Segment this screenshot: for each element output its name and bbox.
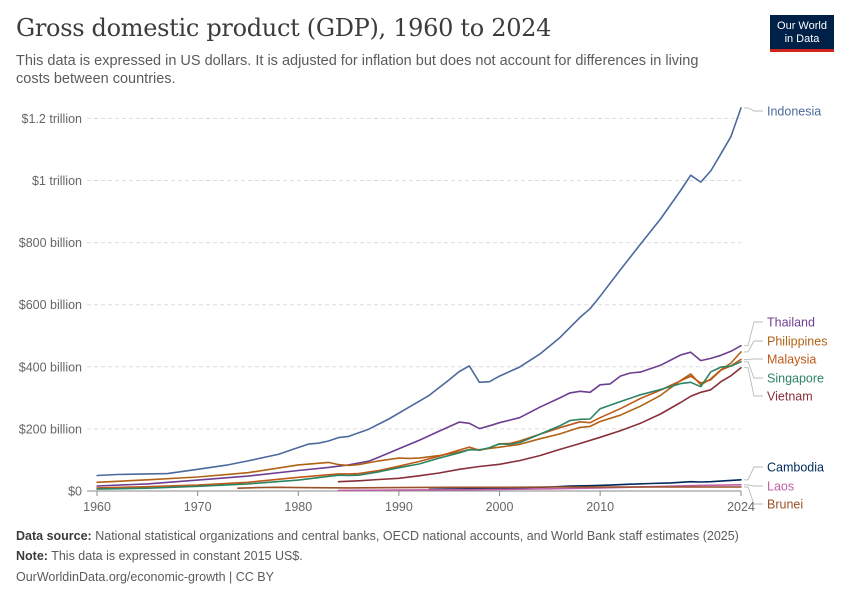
series-label-philippines: Philippines [767,335,827,349]
x-tick-label: 1990 [385,500,413,514]
series-label-malaysia: Malaysia [767,353,816,367]
x-tick-label: 1970 [184,500,212,514]
chart-subtitle: This data is expressed in US dollars. It… [16,53,699,87]
data-source-text: National statistical organizations and c… [95,529,739,543]
x-tick-label: 2000 [486,500,514,514]
series-label-cambodia: Cambodia [767,461,824,475]
y-tick-label: $0 [68,485,82,499]
series-label-brunei: Brunei [767,498,803,512]
y-tick-label: $1 trillion [32,174,82,188]
label-connector-indonesia [744,107,763,112]
series-line-brunei [237,486,742,489]
series-line-cambodia [428,479,742,491]
y-tick-label: $800 billion [19,236,82,250]
label-connector-laos [744,484,763,487]
series-label-thailand: Thailand [767,316,815,330]
y-tick-label: $200 billion [19,422,82,436]
label-connector-vietnam [744,367,763,397]
data-source-label: Data source: [16,529,92,543]
note-line: Note: This data is expressed in constant… [16,549,303,563]
series-label-laos: Laos [767,480,794,494]
label-connector-cambodia [744,466,763,481]
series-line-indonesia [96,107,742,477]
y-tick-label: $400 billion [19,360,82,374]
series-line-vietnam [337,366,742,483]
x-tick-label: 2024 [727,500,755,514]
x-tick-label: 1980 [284,500,312,514]
owid-logo[interactable]: Our World in Data [770,15,834,52]
note-label: Note: [16,549,48,563]
footer-link-line: OurWorldinData.org/economic-growth | CC … [16,570,274,584]
series-line-laos [337,484,742,492]
series-label-indonesia: Indonesia [767,105,821,119]
y-tick-label: $1.2 trillion [22,112,82,126]
label-connector-thailand [744,321,763,347]
owid-link[interactable]: OurWorldinData.org/economic-growth | CC … [16,570,274,584]
series-line-malaysia [96,358,742,489]
logo-line-1: Our World [777,20,827,32]
series-label-singapore: Singapore [767,372,824,386]
y-tick-label: $600 billion [19,298,82,312]
x-tick-label: 1960 [83,500,111,514]
label-connector-singapore [744,361,763,379]
chart-title: Gross domestic product (GDP), 1960 to 20… [16,14,552,42]
note-text: This data is expressed in constant 2015 … [51,549,303,563]
label-connector-brunei [744,486,763,505]
line-chart: $0 $200 billion $400 billion $600 billion $8… [19,105,828,515]
series-label-vietnam: Vietnam [767,390,813,404]
series-line-singapore [96,361,742,490]
data-source-line: Data source: National statistical organi… [16,529,739,543]
x-tick-label: 2010 [586,500,614,514]
logo-line-2: in Data [784,32,820,45]
label-connector-philippines [744,340,763,353]
